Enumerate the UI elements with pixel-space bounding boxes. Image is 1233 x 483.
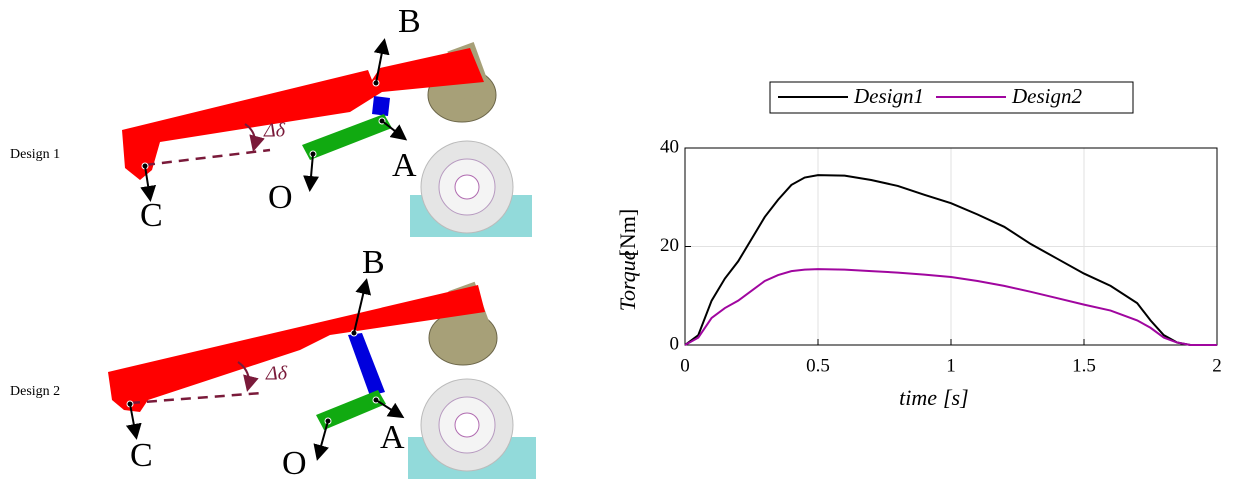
y-tick-label: 40 [660,136,679,157]
point-label: B [362,244,385,281]
y-axis-unit: [Nm] [615,209,640,257]
point-label: A [380,419,405,456]
angle-label: Δδ [263,120,286,142]
x-axis-label: time [899,385,937,410]
angle-label: Δδ [265,363,288,385]
x-tick-label: 1 [946,355,956,376]
point-label: O [282,445,307,482]
x-tick-label: 0.5 [806,355,830,376]
x-tick-label: 1.5 [1072,355,1096,376]
y-tick-label: 20 [660,235,679,256]
point-label: C [140,197,163,234]
x-axis-unit: [s] [943,385,969,410]
point-label: B [398,3,421,40]
design-1-diagram: Design 1 B A O C Δδ [10,3,532,237]
figure: Design 1 B A O C Δδ Design 2 [0,0,1233,483]
y-tick-label: 0 [670,333,680,354]
legend-label: Design1 [853,84,924,108]
y-axis-label: Torque [615,250,640,311]
x-tick-label: 2 [1212,355,1222,376]
legend-label: Design2 [1011,84,1082,108]
point-label: A [392,147,417,184]
design-label: Design 2 [10,384,60,399]
point-label: O [268,179,293,216]
design-2-diagram: Design 2 B A O C Δδ [10,244,536,482]
point-label: C [130,437,153,474]
x-tick-label: 0 [680,355,690,376]
legend: Design1 Design2 [770,82,1133,113]
design-label: Design 1 [10,147,60,162]
